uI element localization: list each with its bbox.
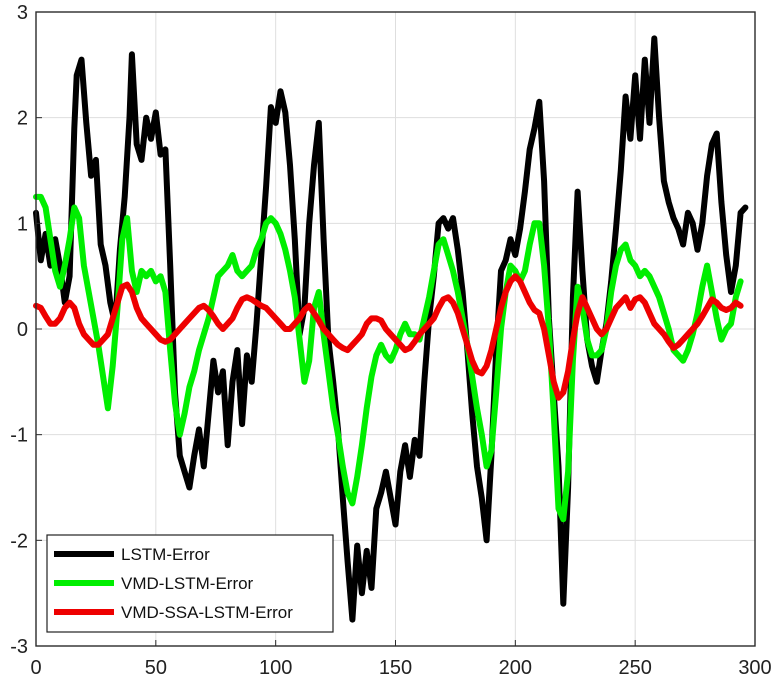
legend-label: VMD-LSTM-Error: [121, 574, 254, 593]
series-line-1: [33, 35, 749, 623]
x-tick-label: 150: [379, 657, 412, 679]
x-tick-label: 100: [259, 657, 292, 679]
series-line-2: [33, 193, 744, 523]
legend: LSTM-Error VMD-LSTM-Error VMD-SSA-LSTM-Err…: [46, 534, 334, 633]
x-tick-label: 0: [30, 657, 41, 679]
y-tick-label: 1: [17, 213, 28, 235]
y-tick-label: 0: [17, 319, 28, 341]
y-axis-ticks: -3 -2 -1 0 1 2 3: [10, 2, 42, 658]
y-tick-label: -2: [10, 530, 28, 552]
x-axis-ticks: 0 50 100 150 200 250 300: [30, 640, 772, 679]
x-tick-label: 200: [499, 657, 532, 679]
x-tick-label: 50: [145, 657, 167, 679]
x-tick-label: 300: [738, 657, 771, 679]
x-tick-label: 250: [618, 657, 651, 679]
legend-label: LSTM-Error: [121, 545, 210, 564]
y-tick-label: -3: [10, 636, 28, 658]
legend-label: VMD-SSA-LSTM-Error: [121, 603, 293, 622]
y-tick-label: -1: [10, 425, 28, 447]
y-tick-label: 2: [17, 108, 28, 130]
series-layer: [33, 35, 749, 623]
series-line-3: [33, 273, 744, 401]
y-tick-label: 3: [17, 2, 28, 24]
